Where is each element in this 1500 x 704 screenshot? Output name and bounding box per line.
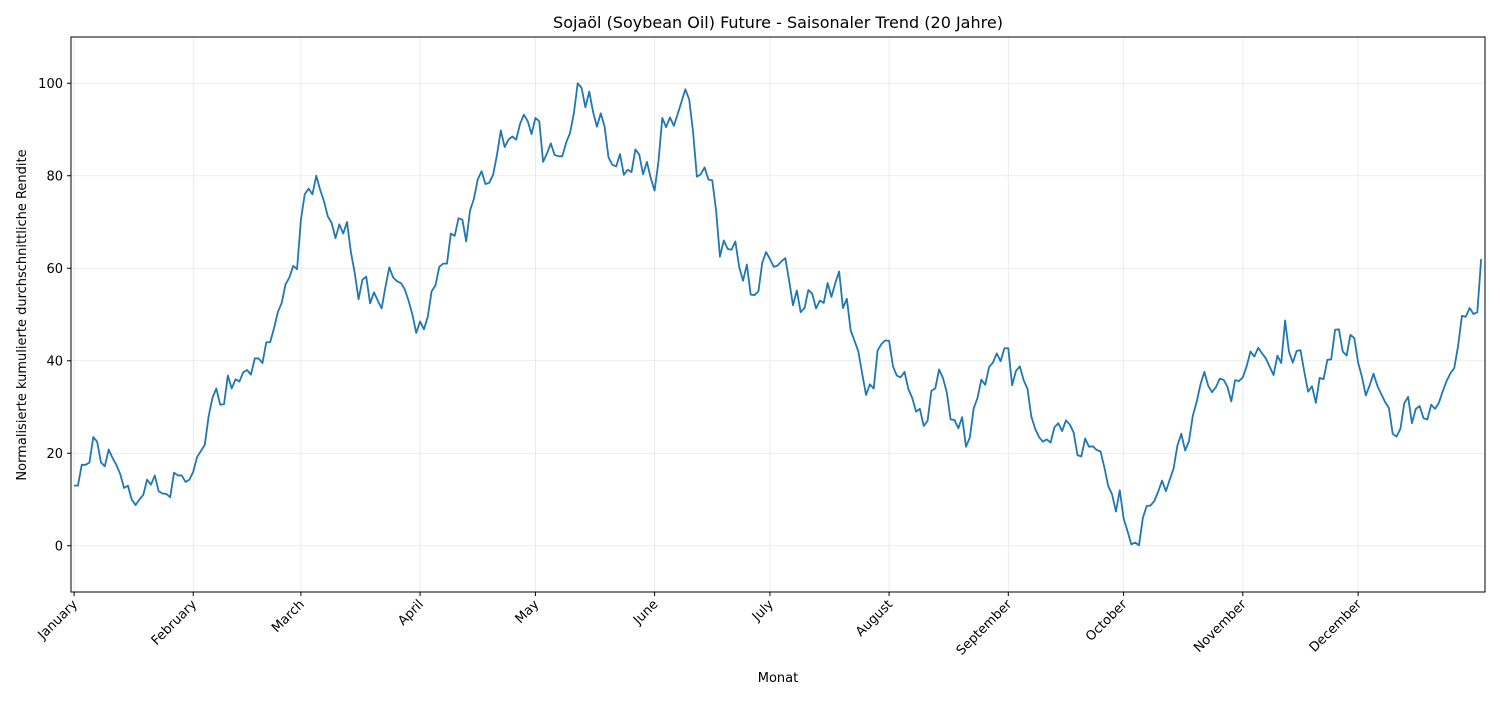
series-layer [74, 82, 1483, 547]
x-axis-label: Monat [758, 671, 798, 686]
x-tick-label: September [954, 597, 1016, 659]
y-tick-label: 20 [46, 447, 63, 462]
x-tick-label: July [749, 597, 777, 625]
y-axis: 0 20 40 60 80 100 [38, 77, 71, 554]
y-tick-label: 80 [46, 169, 63, 184]
y-tick-label: 100 [38, 77, 63, 92]
y-tick-label: 0 [55, 539, 63, 554]
x-tick-label: February [149, 597, 201, 649]
x-tick-label: March [269, 597, 308, 636]
y-tick-label: 60 [46, 262, 63, 277]
y-axis-label: Normalisierte kumulierte durchschnittlic… [15, 149, 30, 480]
chart-title: Sojaöl (Soybean Oil) Future - Saisonaler… [553, 13, 1003, 32]
x-tick-label: October [1083, 597, 1131, 645]
x-tick-label: August [853, 597, 896, 640]
x-tick-label: December [1307, 597, 1366, 656]
x-tick-label: May [513, 597, 543, 627]
series-line [74, 82, 1483, 547]
x-tick-label: November [1191, 597, 1250, 656]
grid [71, 37, 1485, 592]
x-tick-label: January [35, 597, 81, 643]
y-tick-label: 40 [46, 354, 63, 369]
x-tick-label: April [395, 597, 427, 629]
plot-frame [70, 36, 1486, 593]
x-axis: January February March April May June July Augu… [35, 592, 1366, 659]
x-tick-label: June [630, 597, 661, 628]
